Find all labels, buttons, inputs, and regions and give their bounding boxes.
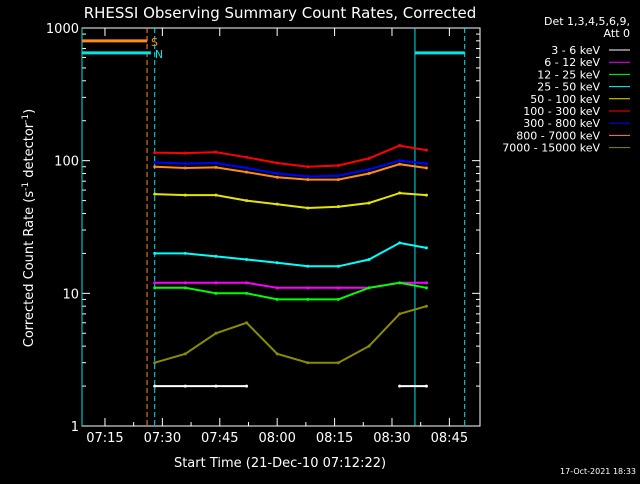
plot-frame (81, 27, 481, 427)
y-tick-label-0: 1 (71, 420, 79, 435)
series-line-3 (154, 241, 427, 268)
series-line-4 (154, 192, 427, 210)
y-tick-label-2: 100 (54, 155, 79, 170)
flag-label-1: N (155, 48, 163, 61)
markers (81, 28, 466, 426)
legend-header-line1: Det 1,3,4,5,6,9, (544, 15, 630, 28)
flag-label-0: S (151, 36, 158, 49)
legend-header-line2: Att 0 (604, 27, 630, 40)
chart-title: RHESSI Observing Summary Count Rates, Co… (84, 4, 477, 22)
series-line-7 (154, 163, 427, 181)
series-line-8 (154, 305, 427, 364)
x-tick-label-0: 07:15 (86, 431, 123, 446)
footer-date: 17-Oct-2021 18:33 (560, 467, 636, 476)
legend-label-0: 3 - 6 keV (551, 44, 600, 57)
series-line-6 (154, 159, 427, 178)
y-axis-label-mid: detector (22, 122, 37, 182)
legend-label-3: 25 - 50 keV (537, 81, 600, 94)
y-axis-label: Corrected Count Rate (s-1 detector-1) (21, 109, 37, 347)
legend-label-7: 800 - 7000 keV (516, 129, 600, 142)
x-tick-label-5: 08:30 (373, 431, 410, 446)
series-lines (153, 144, 428, 388)
legend-label-6: 300 - 800 keV (523, 117, 600, 130)
y-tick-label-1: 10 (62, 287, 79, 302)
y-axis-label-main: Corrected Count Rate (s (22, 191, 37, 348)
x-tick-label-3: 08:00 (258, 431, 295, 446)
y-axis-label-sup1: -1 (21, 182, 31, 191)
legend-label-4: 50 - 100 keV (530, 93, 600, 106)
y-axis-label-end: ) (22, 109, 37, 114)
y-axis-label-sup2: -1 (21, 114, 31, 123)
x-axis-label: Start Time (21-Dec-10 07:12:22) (174, 456, 386, 471)
legend-label-1: 6 - 12 keV (544, 56, 600, 69)
y-tick-label-3: 1000 (46, 22, 79, 37)
flags: SN (82, 36, 465, 61)
legend-label-8: 7000 - 15000 keV (502, 142, 600, 155)
x-tick-label-2: 07:45 (201, 431, 238, 446)
legend-label-2: 12 - 25 keV (537, 68, 600, 81)
series-line-5 (154, 144, 427, 168)
axis-ticks: 07:15 07:30 07:45 08:00 08:15 08:30 08:45 1 10 10… (46, 22, 480, 446)
x-tick-label-6: 08:45 (431, 431, 468, 446)
series-line-2 (154, 281, 427, 301)
legend-label-5: 100 - 300 keV (523, 105, 600, 118)
x-tick-label-1: 07:30 (144, 431, 181, 446)
x-tick-label-4: 08:15 (316, 431, 353, 446)
